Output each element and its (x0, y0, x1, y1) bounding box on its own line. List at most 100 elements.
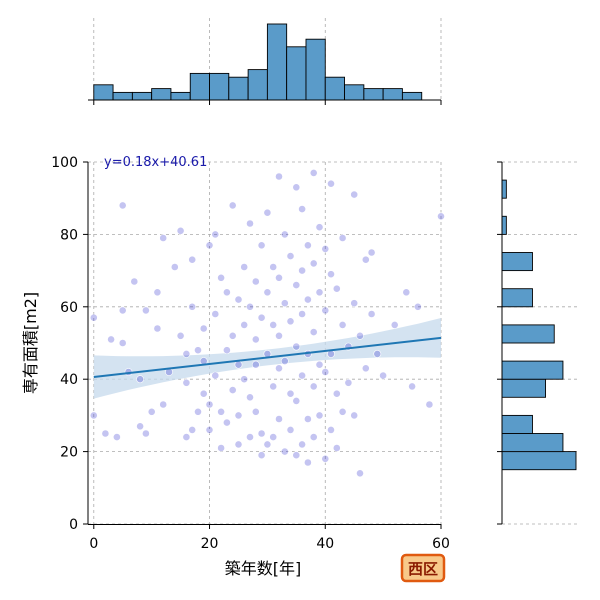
scatter-point (350, 411, 359, 420)
x-tick-label: 0 (89, 536, 98, 552)
x-tick-label: 40 (316, 536, 334, 552)
scatter-point (159, 400, 168, 409)
scatter-point (141, 429, 150, 438)
scatter-point (338, 320, 347, 329)
scatter-point (298, 371, 306, 380)
scatter-point (89, 411, 98, 420)
scatter-point (113, 433, 121, 441)
right-histogram (497, 161, 580, 525)
top-hist-bar (344, 84, 365, 101)
scatter-point (130, 277, 139, 286)
scatter-point (153, 288, 162, 297)
scatter-point (425, 400, 434, 409)
scatter-point (118, 201, 127, 210)
top-hist-bar (151, 88, 172, 101)
scatter-point (338, 234, 347, 242)
scatter-point (303, 458, 312, 467)
scatter-point (234, 295, 243, 304)
scatter-point (188, 302, 197, 311)
scatter-point (182, 378, 191, 387)
scatter-point (390, 320, 399, 329)
scatter-point (315, 360, 324, 369)
scatter-point (246, 433, 254, 441)
x-tick-label: 60 (432, 536, 450, 552)
district-badge-label: 西区 (408, 560, 438, 578)
right-hist-bar (501, 324, 555, 344)
top-hist-bar (382, 88, 403, 101)
scatter-point (321, 368, 330, 376)
scatter-point (413, 302, 422, 311)
right-hist-bar (501, 451, 577, 471)
top-hist-bar (131, 91, 153, 101)
scatter-point (309, 328, 318, 336)
right-hist-bar (501, 433, 564, 453)
scatter-point (136, 375, 144, 384)
scatter-point (280, 447, 289, 456)
scatter-point (205, 425, 214, 434)
scatter-point (275, 273, 283, 282)
scatter-point (303, 295, 312, 304)
scatter-point (327, 425, 335, 434)
scatter-point (309, 168, 318, 177)
scatter-point (251, 360, 260, 369)
scatter-point (350, 190, 359, 199)
scatter-point (194, 346, 202, 355)
scatter-point (118, 306, 127, 315)
scatter-point (222, 418, 231, 427)
top-hist-bar (305, 38, 326, 101)
scatter-point (332, 444, 341, 452)
scatter-point (118, 339, 127, 347)
scatter-point (309, 382, 318, 391)
scatter-point (373, 349, 382, 358)
scatter-point (327, 270, 335, 279)
scatter-point (228, 201, 237, 210)
scatter-point (315, 223, 324, 232)
scatter-point (234, 411, 243, 420)
scatter-point (194, 407, 202, 416)
scatter-point (327, 179, 335, 188)
scatter-point (228, 331, 237, 340)
scatter-point (275, 364, 283, 373)
district-badge-box (400, 553, 446, 583)
scatter-point (292, 281, 301, 289)
top-histogram (88, 18, 442, 105)
scatter-point (356, 331, 364, 340)
scatter-point (182, 433, 191, 441)
y-tick-label: 0 (69, 517, 78, 533)
regression-line-group (93, 336, 442, 378)
top-hist-bar (363, 88, 384, 101)
scatter-point (246, 302, 254, 311)
scatter-point (356, 469, 364, 478)
scatter-point (222, 346, 231, 355)
y-tick-label: 80 (60, 227, 78, 243)
scatter-point (292, 451, 301, 460)
scatter-point (257, 429, 266, 438)
regression-line (93, 336, 442, 378)
scatter-point (280, 299, 289, 308)
scatter-point (315, 411, 324, 420)
scatter-point (292, 183, 301, 192)
y-tick-label: 60 (60, 300, 78, 316)
x-tick-label: 20 (201, 536, 219, 552)
scatter-point (303, 241, 312, 250)
top-hist-bar (286, 46, 307, 101)
scatter-point (437, 212, 445, 221)
right-hist-bar (501, 215, 507, 235)
scatter-point (303, 415, 312, 423)
scatter-point (263, 440, 272, 449)
scatter-point (332, 389, 341, 398)
scatter-point (379, 371, 387, 380)
scatter-point (263, 208, 272, 217)
scatter-point (182, 349, 191, 358)
scatter-point (89, 313, 98, 322)
scatter-point (309, 259, 318, 268)
scatter-point (269, 320, 278, 329)
right-hist-bar (501, 179, 507, 199)
scatter-point (280, 357, 289, 365)
scatter-point (286, 389, 295, 398)
scatter-point (269, 263, 278, 271)
scatter-point (408, 382, 416, 391)
scatter-point (228, 386, 237, 394)
scatter-points (89, 168, 445, 478)
